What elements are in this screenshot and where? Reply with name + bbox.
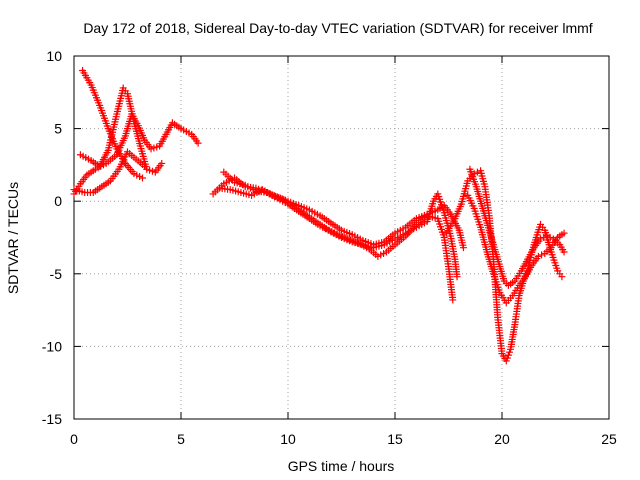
plot-frame xyxy=(73,55,610,420)
y-tick-label: -15 xyxy=(42,411,62,427)
data-point-interp xyxy=(546,234,554,241)
data-point xyxy=(141,162,149,170)
data-point-interp xyxy=(540,234,548,241)
y-axis-label: SDTVAR / TECUs xyxy=(5,182,21,294)
y-tick-label: 0 xyxy=(54,193,62,209)
data-point xyxy=(459,244,467,252)
x-tick-label: 5 xyxy=(177,431,185,447)
data-point xyxy=(194,139,202,147)
data-point xyxy=(534,252,542,260)
chart-title: Day 172 of 2018, Sidereal Day-to-day VTE… xyxy=(83,20,592,36)
grid-lines xyxy=(74,56,609,419)
data-point xyxy=(138,174,146,182)
data-point xyxy=(560,229,568,237)
data-point xyxy=(449,296,457,304)
data-point xyxy=(560,248,568,256)
data-point-interp xyxy=(538,251,546,259)
data-point xyxy=(537,235,545,243)
data-points xyxy=(70,67,568,365)
x-axis: 0 5 10 15 20 25 xyxy=(70,56,617,447)
x-axis-label: GPS time / hours xyxy=(288,458,395,474)
x-tick-label: 20 xyxy=(494,431,510,447)
x-tick-label: 25 xyxy=(601,431,617,447)
data-point-interp xyxy=(473,168,481,176)
x-tick-label: 10 xyxy=(280,431,296,447)
x-tick-label: 15 xyxy=(387,431,403,447)
data-point xyxy=(543,232,551,240)
y-tick-label: -5 xyxy=(50,266,63,282)
y-tick-label: -10 xyxy=(42,338,62,354)
data-point xyxy=(558,273,566,281)
data-point xyxy=(453,273,461,281)
data-point xyxy=(158,159,166,167)
y-tick-label: 10 xyxy=(46,48,62,64)
y-axis: -15 -10 -5 0 5 10 xyxy=(42,48,609,427)
x-tick-label: 0 xyxy=(70,431,78,447)
y-tick-label: 5 xyxy=(54,121,62,137)
